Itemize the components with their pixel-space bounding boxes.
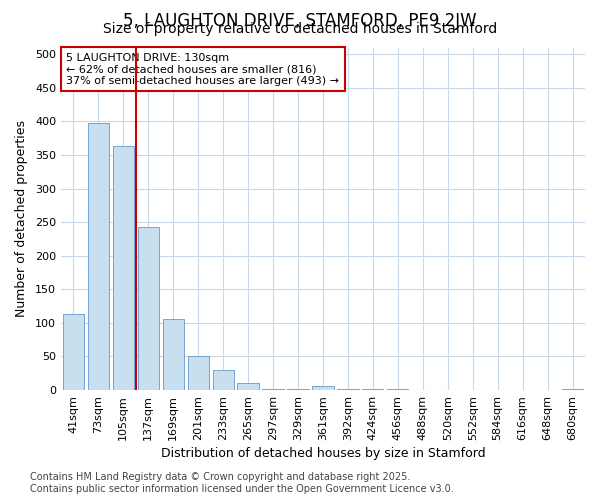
Bar bbox=[113, 146, 134, 390]
Y-axis label: Number of detached properties: Number of detached properties bbox=[15, 120, 28, 318]
Bar bbox=[188, 356, 209, 390]
Bar bbox=[212, 370, 234, 390]
Text: 5, LAUGHTON DRIVE, STAMFORD, PE9 2JW: 5, LAUGHTON DRIVE, STAMFORD, PE9 2JW bbox=[123, 12, 477, 30]
Text: Size of property relative to detached houses in Stamford: Size of property relative to detached ho… bbox=[103, 22, 497, 36]
Bar bbox=[63, 314, 84, 390]
Bar bbox=[163, 319, 184, 390]
Bar bbox=[562, 388, 583, 390]
Bar bbox=[88, 124, 109, 390]
Text: Contains HM Land Registry data © Crown copyright and database right 2025.
Contai: Contains HM Land Registry data © Crown c… bbox=[30, 472, 454, 494]
Bar bbox=[238, 384, 259, 390]
Bar bbox=[313, 386, 334, 390]
X-axis label: Distribution of detached houses by size in Stamford: Distribution of detached houses by size … bbox=[161, 447, 485, 460]
Bar bbox=[287, 388, 308, 390]
Bar bbox=[262, 388, 284, 390]
Text: 5 LAUGHTON DRIVE: 130sqm
← 62% of detached houses are smaller (816)
37% of semi-: 5 LAUGHTON DRIVE: 130sqm ← 62% of detach… bbox=[66, 52, 339, 86]
Bar bbox=[137, 227, 159, 390]
